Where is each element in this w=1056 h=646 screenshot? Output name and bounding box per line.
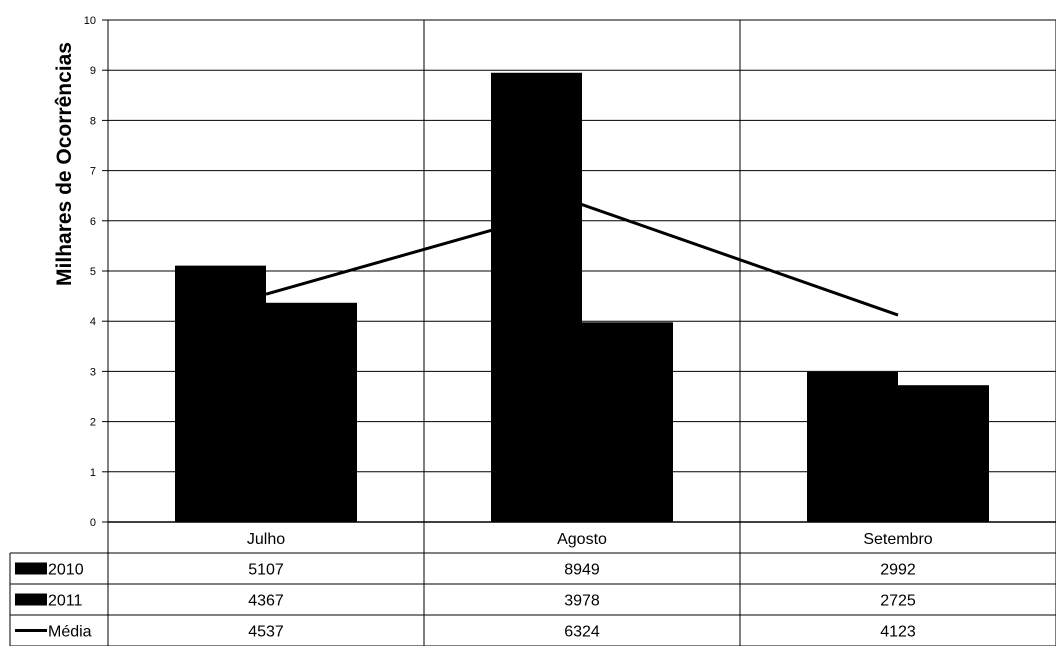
x-tick-label: Agosto xyxy=(557,531,607,548)
data-label: 4367 xyxy=(248,593,284,610)
bars xyxy=(175,72,989,523)
mean-line xyxy=(265,202,899,317)
y-tick-label: 9 xyxy=(90,65,96,77)
data-table: Julho Agosto Setembro 2010 5107 8949 2992 2011 4… xyxy=(9,522,1056,646)
y-tick-label: 6 xyxy=(90,216,96,228)
y-tick-label: 10 xyxy=(84,15,96,27)
legend-label: 2011 xyxy=(48,593,83,610)
data-label: 2725 xyxy=(880,593,916,610)
x-tick-label: Julho xyxy=(247,531,285,548)
data-label: 8949 xyxy=(564,562,600,579)
bar-2010-setembro xyxy=(807,371,898,522)
legend-label: Média xyxy=(48,624,92,641)
data-label: 4123 xyxy=(880,624,916,641)
y-axis-label: Milhares de Ocorrências xyxy=(53,42,76,286)
y-tick-label: 1 xyxy=(90,467,96,479)
bar-2010-agosto xyxy=(491,72,582,523)
bar-2011-setembro xyxy=(898,385,989,522)
y-tick-label: 3 xyxy=(90,366,96,378)
bar-2011-agosto xyxy=(582,322,673,522)
bar-2011-julho xyxy=(266,302,357,522)
legend-key-2010 xyxy=(15,562,47,575)
y-tick-label: 2 xyxy=(90,417,96,429)
legend-label: 2010 xyxy=(48,562,84,579)
data-label: 6324 xyxy=(564,624,600,641)
y-tick-label: 0 xyxy=(90,517,96,529)
y-tick-label: 8 xyxy=(90,115,96,127)
data-label: 5107 xyxy=(248,562,284,579)
data-label: 3978 xyxy=(564,593,600,610)
y-tick-label: 5 xyxy=(90,266,96,278)
y-tick-label: 7 xyxy=(90,166,96,178)
bar-2010-julho xyxy=(175,265,266,522)
x-tick-label: Setembro xyxy=(863,531,932,548)
line-media xyxy=(265,202,899,317)
y-tick-label: 4 xyxy=(90,316,96,328)
data-label: 2992 xyxy=(880,562,916,579)
axis: 0 1 2 3 4 5 6 7 8 9 10 xyxy=(84,15,1056,529)
data-label: 4537 xyxy=(248,624,284,641)
legend-key-2011 xyxy=(15,593,47,606)
